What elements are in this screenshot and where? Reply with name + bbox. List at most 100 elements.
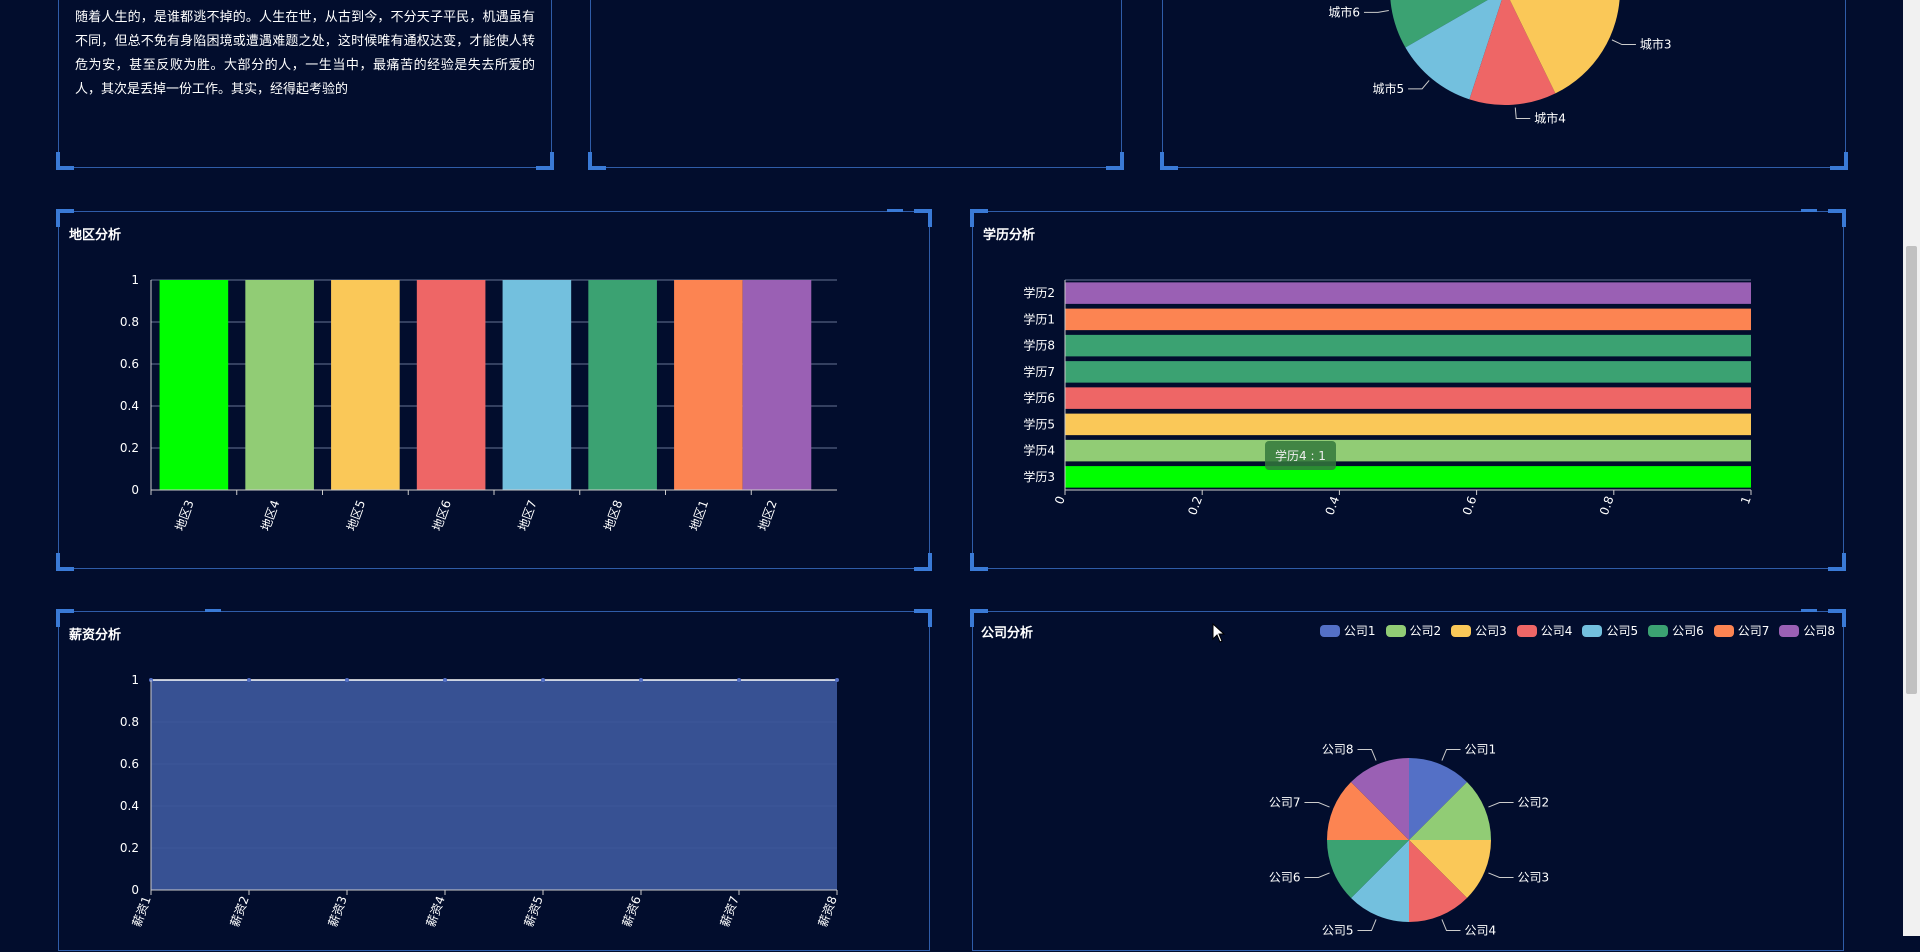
bar: [742, 280, 812, 490]
legend-item[interactable]: 公司1: [1319, 622, 1376, 639]
corner-decoration: [1160, 152, 1178, 170]
legend-item[interactable]: 公司6: [1648, 622, 1704, 639]
label-leader: [1441, 919, 1461, 932]
panel-title: 学历分析: [983, 228, 1036, 243]
legend-item[interactable]: 公司8: [1779, 622, 1835, 639]
y-tick-label: 学历3: [1023, 469, 1055, 484]
legend-item[interactable]: 公司2: [1385, 622, 1442, 639]
legend-swatch: [1713, 624, 1734, 637]
x-tick-label: 0.6: [1460, 494, 1480, 517]
scrollbar-thumb[interactable]: [1906, 246, 1917, 694]
pie-label: 公司3: [1518, 871, 1550, 885]
label-leader: [1304, 801, 1330, 808]
x-tick-label: 薪资5: [522, 894, 546, 929]
data-point: [639, 678, 643, 682]
panel-title: 薪资分析: [69, 628, 122, 643]
salary-panel: 薪资分析 0 0.2 0.4 0.6 0.8 1 薪资1 薪资2 薪资3 薪资4 薪资5 薪资6 薪资7…: [56, 609, 932, 951]
education-bar-chart: 0 0.2 0.4 0.6 0.8 1 学历3 学历4 学历5 学历6 学历7 学历8 学历1 学历2: [1023, 279, 1754, 517]
legend-item[interactable]: 公司3: [1451, 622, 1507, 639]
x-tick-label: 地区4: [258, 498, 282, 533]
bar: [1065, 413, 1751, 436]
legend-label: 公司2: [1409, 624, 1442, 638]
panel-title: 公司分析: [981, 626, 1034, 641]
company-legend: 公司1 公司2 公司3 公司4 公司5 公司6 公司7 公司8: [1319, 622, 1835, 639]
region-panel: 地区分析 0 0.2 0.4 0.6 0.8 1 地区3 地区4 地区5 地区6 地区7 地区8 地区1…: [56, 209, 932, 571]
y-tick-label: 0: [131, 483, 139, 497]
data-point: [247, 678, 251, 682]
pie-label: 公司4: [1465, 924, 1497, 938]
pie-slice: [1390, 0, 1488, 48]
label-leader: [1441, 748, 1461, 761]
corner-decoration: [1801, 209, 1817, 212]
area-fill: [151, 680, 837, 890]
corner-decoration: [56, 209, 74, 227]
pie-label: 公司5: [1322, 924, 1354, 938]
x-tick-label: 地区1: [687, 498, 711, 533]
pie-label: 城市5: [1372, 81, 1404, 96]
legend-label: 公司7: [1737, 624, 1770, 638]
label-leader: [1488, 872, 1514, 879]
pie-label: 公司8: [1322, 742, 1354, 756]
corner-decoration: [914, 609, 932, 627]
legend-swatch: [1451, 624, 1472, 637]
data-point: [541, 678, 545, 682]
article-panel: 如果你想一生摆脱苦难，你就得是神或者是死尸。这句话形象地说明了挫折是伴随着人生的…: [56, 0, 554, 170]
legend-label: 公司1: [1343, 624, 1376, 638]
label-leader: [1304, 872, 1330, 879]
legend-swatch: [1319, 624, 1340, 637]
x-tick-label: 薪资3: [326, 894, 350, 929]
legend-swatch: [1648, 624, 1669, 637]
corner-decoration: [56, 553, 74, 571]
data-point: [345, 678, 349, 682]
y-tick-label: 0: [131, 883, 139, 897]
corner-decoration: [588, 152, 606, 170]
corner-decoration: [1830, 152, 1848, 170]
x-tick-label: 地区5: [344, 498, 368, 533]
y-tick-label: 0.6: [120, 757, 139, 771]
legend-swatch: [1779, 624, 1800, 637]
legend-item[interactable]: 公司5: [1582, 622, 1638, 639]
pie-label: 公司2: [1518, 795, 1550, 809]
legend-label: 公司3: [1475, 624, 1507, 638]
y-tick-label: 学历6: [1023, 390, 1055, 405]
bar: [674, 280, 743, 490]
x-tick-label: 0: [1052, 494, 1068, 506]
x-tick-label: 薪资2: [228, 894, 252, 929]
y-tick-label: 0.4: [120, 799, 139, 813]
bar: [1065, 334, 1751, 357]
y-tick-label: 1: [131, 273, 139, 287]
label-leader: [1357, 919, 1377, 932]
page-scrollbar[interactable]: [1903, 0, 1920, 936]
label-leader: [1488, 801, 1514, 808]
x-tick-label: 地区8: [601, 498, 625, 533]
y-tick-label: 学历1: [1023, 311, 1055, 326]
pie-label: 公司1: [1465, 742, 1497, 756]
pie-slice: [1469, 0, 1556, 105]
legend-label: 公司4: [1540, 624, 1573, 638]
corner-decoration: [56, 609, 74, 627]
city-pie-chart: 城市6 城市3 城市5 城市4: [1328, 0, 1672, 126]
data-point: [443, 678, 447, 682]
corner-decoration: [970, 609, 988, 627]
x-tick-label: 薪资4: [424, 894, 448, 929]
y-tick-label: 0.8: [120, 315, 139, 329]
legend-item[interactable]: 公司7: [1713, 622, 1770, 639]
y-tick-label: 0.2: [120, 441, 139, 455]
y-tick-label: 0.8: [120, 715, 139, 729]
pie-slice: [1405, 0, 1502, 100]
corner-decoration: [56, 152, 74, 170]
x-tick-label: 薪资8: [816, 894, 840, 929]
label-leader: [1514, 107, 1531, 120]
y-tick-label: 0.2: [120, 841, 139, 855]
x-tick-label: 0.4: [1323, 494, 1343, 517]
data-point: [737, 678, 741, 682]
y-tick-label: 学历8: [1023, 338, 1055, 353]
company-pie-chart: 公司1 公司2 公司3 公司4 公司5 公司6 公司7 公司8: [1269, 742, 1550, 938]
pie-label: 城市3: [1640, 37, 1672, 52]
legend-item[interactable]: 公司4: [1516, 622, 1573, 639]
top-middle-panel: [588, 0, 1124, 170]
pie-label: 公司6: [1269, 871, 1301, 885]
y-tick-label: 学历5: [1023, 416, 1055, 431]
corner-decoration: [914, 209, 932, 227]
pie-slice: [1409, 840, 1467, 922]
